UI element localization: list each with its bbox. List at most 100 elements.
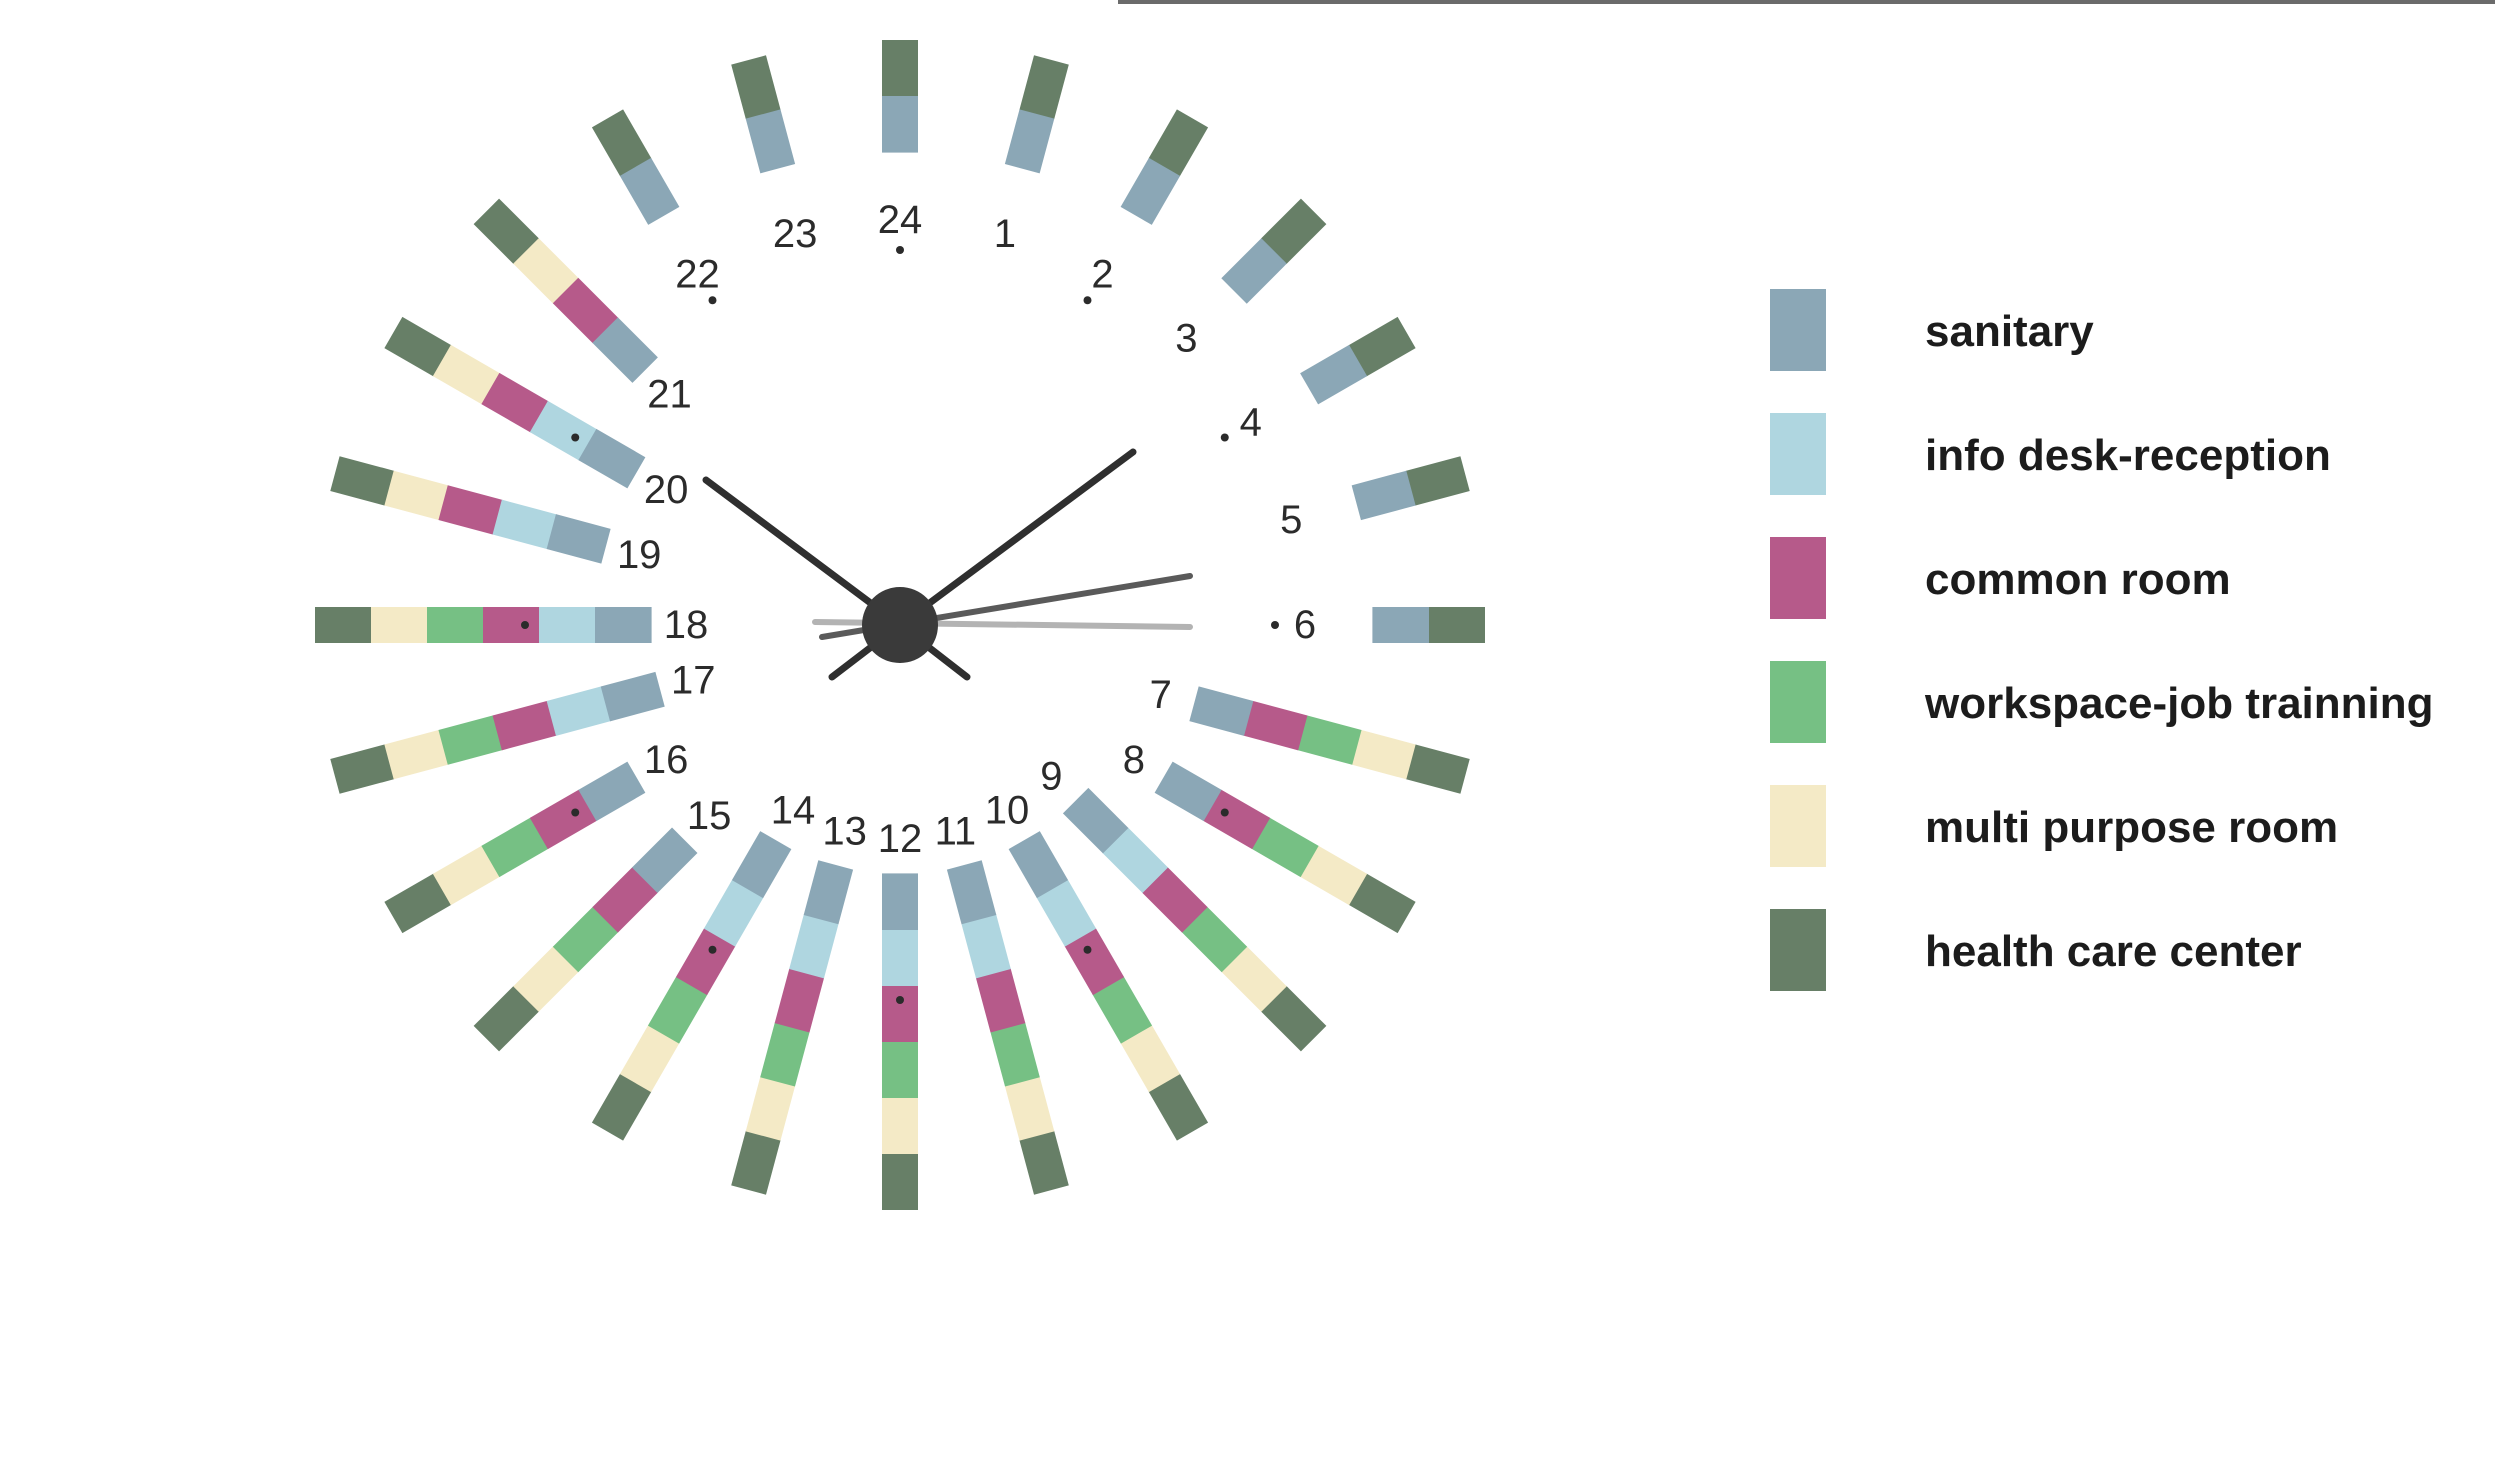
hour-bar-10	[1008, 831, 1209, 1141]
bar-segment-sanitary	[1189, 686, 1254, 736]
clock-hub	[862, 587, 938, 663]
hour-dot	[1271, 621, 1279, 629]
bar-segment-info	[529, 400, 597, 461]
bar-segment-workspace	[1251, 817, 1319, 878]
hour-hand	[896, 448, 1137, 629]
hour-bar-22	[591, 109, 680, 225]
bar-segment-workspace	[1297, 715, 1362, 765]
hour-dot	[571, 433, 580, 442]
hour-label: 21	[647, 372, 692, 416]
hour-dot	[571, 808, 580, 817]
bar-segment-health	[1019, 55, 1069, 120]
legend-label: sanitary	[1925, 307, 2094, 356]
bar-segment-sanitary	[882, 96, 918, 153]
bar-segment-sanitary	[1120, 157, 1181, 225]
bar-segment-workspace	[1181, 906, 1248, 973]
bar-segment-sanitary	[600, 671, 665, 722]
hour-dots	[521, 246, 1279, 1004]
legend-swatch	[1770, 537, 1826, 619]
hour-bar-1	[1004, 55, 1069, 174]
bar-segment-info	[492, 499, 557, 550]
hour-label: 10	[985, 788, 1030, 832]
hour-bar-18	[315, 607, 652, 643]
hour-bar-8	[1154, 761, 1416, 934]
legend-item-sanitary: sanitary	[1770, 285, 2490, 409]
bar-segment-info	[703, 879, 764, 947]
legend-label: health care center	[1925, 927, 2302, 976]
bar-segment-info	[789, 914, 839, 979]
hour-label: 8	[1123, 738, 1145, 782]
bar-segment-workspace	[438, 715, 503, 765]
bar-segment-common	[1142, 867, 1208, 933]
bar-segment-common	[1203, 789, 1271, 850]
bar-segment-health	[1019, 1130, 1069, 1195]
bar-segment-multi	[1351, 729, 1416, 780]
hour-label: 6	[1294, 603, 1316, 647]
bar-segment-workspace	[552, 906, 619, 973]
bar-segment-sanitary	[619, 157, 680, 225]
bar-segment-sanitary	[745, 109, 796, 174]
bar-segment-common	[882, 985, 918, 1042]
hour-dot	[1083, 945, 1092, 954]
hour-bar-4	[1300, 316, 1416, 405]
bar-segment-health	[591, 1073, 652, 1141]
bar-segment-info	[1036, 879, 1097, 947]
bar-segment-multi	[432, 845, 500, 906]
hour-dot	[708, 945, 717, 954]
bar-segment-common	[529, 789, 597, 850]
bar-segment-workspace	[647, 976, 708, 1044]
bar-segment-health	[384, 316, 452, 377]
bar-segment-common	[1243, 700, 1308, 751]
bar-segment-sanitary	[595, 607, 652, 643]
bar-segment-info	[882, 929, 918, 986]
hour-bar-2	[1120, 109, 1209, 225]
bar-segment-multi	[513, 946, 579, 1012]
bar-segment-health	[882, 1153, 918, 1210]
legend-swatch	[1770, 289, 1826, 371]
minute-hand	[702, 476, 904, 629]
bar-segment-sanitary	[632, 827, 698, 893]
bar-segment-sanitary	[592, 317, 658, 383]
legend-swatch	[1770, 785, 1826, 867]
bar-segment-health	[591, 109, 652, 177]
legend-item-workspace: workspace-job trainning	[1770, 657, 2490, 781]
hour-bar-19	[330, 456, 611, 564]
bar-segment-sanitary	[731, 831, 792, 899]
bar-segment-sanitary	[882, 873, 918, 930]
bar-segment-health	[384, 873, 452, 934]
bar-segment-health	[1260, 985, 1327, 1052]
bar-segment-common	[552, 277, 619, 344]
hour-bar-5	[1351, 456, 1470, 521]
top-border-line	[1118, 0, 2495, 4]
hour-dot	[1220, 433, 1229, 442]
bar-segment-health	[1260, 198, 1327, 265]
bar-segment-health	[1148, 109, 1209, 177]
bar-segment-sanitary	[1004, 109, 1055, 174]
hour-bar-12	[882, 873, 918, 1210]
bar-segment-multi	[1300, 845, 1368, 906]
hour-label: 7	[1150, 673, 1172, 717]
hour-label: 4	[1240, 401, 1262, 445]
hour-label: 24	[878, 198, 923, 242]
bar-segment-common	[483, 607, 540, 643]
hour-label: 16	[644, 738, 689, 782]
bar-segment-sanitary	[1372, 607, 1429, 643]
bar-segment-common	[1064, 928, 1125, 996]
bar-segment-sanitary	[803, 860, 854, 925]
bar-segment-multi	[371, 607, 428, 643]
hour-bars	[315, 40, 1485, 1210]
bar-segment-workspace	[1092, 976, 1153, 1044]
bar-segment-multi	[384, 729, 449, 780]
bar-segment-sanitary	[1154, 761, 1222, 822]
bar-segment-common	[492, 700, 557, 751]
hour-label: 19	[617, 533, 662, 577]
hour-dot	[896, 996, 904, 1004]
hour-bar-20	[384, 316, 646, 489]
legend-swatch	[1770, 909, 1826, 991]
bar-segment-info	[539, 607, 596, 643]
hour-bar-9	[1062, 787, 1327, 1052]
hour-bar-7	[1189, 686, 1470, 794]
hour-bar-21	[473, 198, 658, 383]
legend-label: common room	[1925, 555, 2231, 604]
